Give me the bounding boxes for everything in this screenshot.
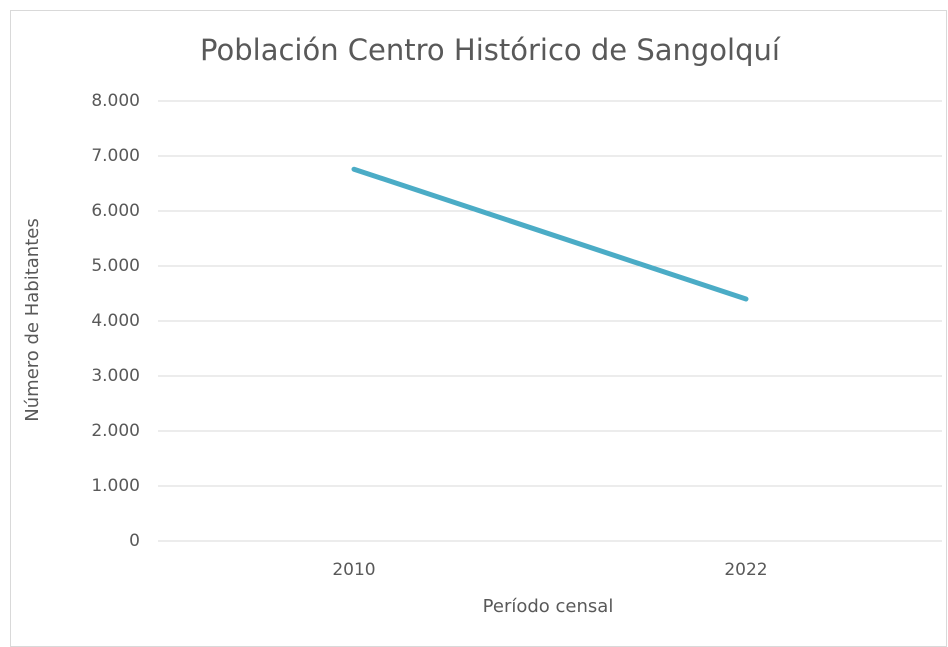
y-tick-label: 0: [129, 531, 140, 551]
y-tick-label: 5.000: [91, 256, 140, 276]
y-tick-label: 7.000: [91, 146, 140, 166]
x-tick-label: 2022: [724, 560, 767, 580]
y-axis-label: Número de Habitantes: [22, 218, 43, 421]
y-tick-label: 8.000: [91, 91, 140, 111]
x-tick-label: 2010: [332, 560, 375, 580]
chart-title: Población Centro Histórico de Sangolquí: [200, 33, 781, 67]
y-tick-label: 6.000: [91, 201, 140, 221]
x-axis-label: Período censal: [483, 596, 614, 617]
y-tick-label: 4.000: [91, 311, 140, 331]
chart-frame: [10, 10, 947, 647]
y-tick-label: 2.000: [91, 421, 140, 441]
data-line: [351, 166, 749, 302]
y-tick-label: 1.000: [91, 476, 140, 496]
y-tick-label: 3.000: [91, 366, 140, 386]
